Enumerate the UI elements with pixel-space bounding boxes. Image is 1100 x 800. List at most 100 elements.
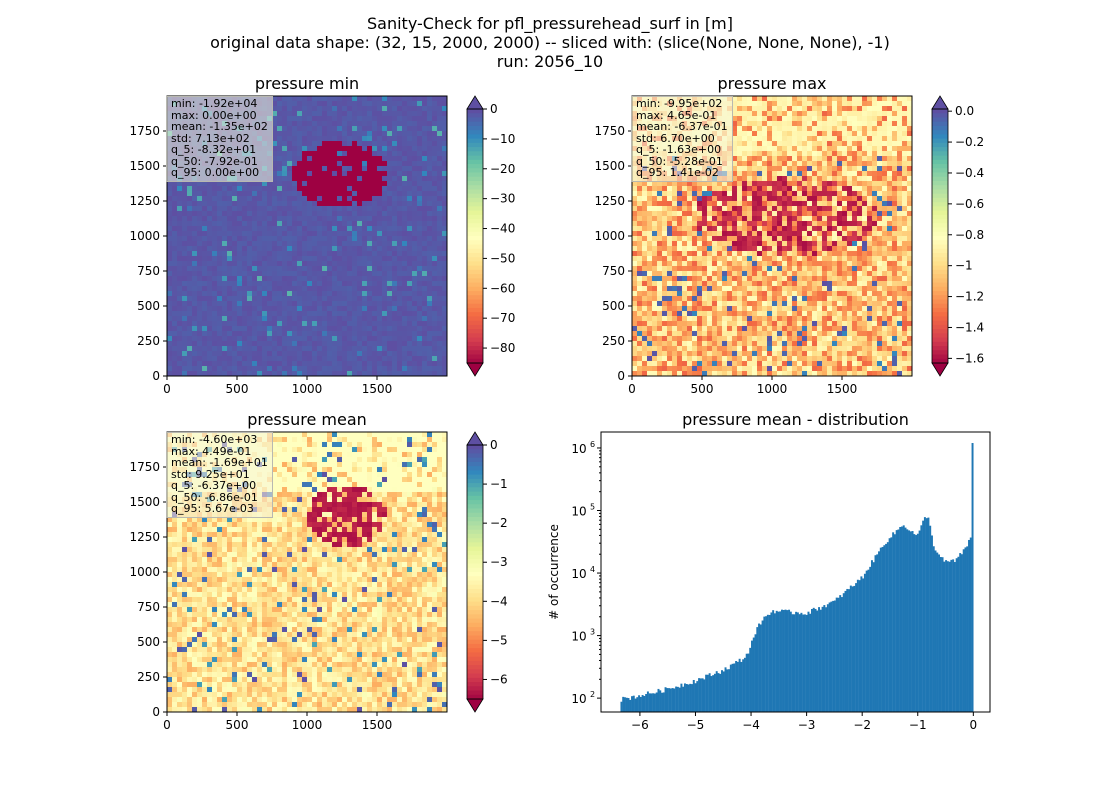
heatmap-cell	[372, 221, 378, 227]
heatmap-cell	[202, 206, 208, 212]
heatmap-cell	[317, 186, 323, 192]
heatmap-cell	[262, 286, 268, 292]
heatmap-cell	[422, 206, 428, 212]
heatmap-cell	[342, 96, 348, 102]
heatmap-cell	[877, 106, 883, 112]
heatmap-cell	[647, 221, 653, 227]
heatmap-cell	[777, 241, 783, 247]
heatmap-cell	[382, 96, 388, 102]
heatmap-cell	[672, 251, 678, 257]
heatmap-cell	[322, 236, 328, 242]
heatmap-cell	[257, 371, 263, 377]
heatmap-cell	[197, 371, 203, 377]
heatmap-cell	[282, 276, 288, 282]
heatmap-cell	[337, 176, 343, 182]
heatmap-cell	[857, 171, 863, 177]
heatmap-cell	[347, 231, 353, 237]
heatmap-cell	[352, 336, 358, 342]
heatmap-cell	[842, 111, 848, 117]
heatmap-cell	[197, 366, 203, 372]
heatmap-cell	[207, 326, 213, 332]
heatmap-cell	[752, 156, 758, 162]
heatmap-cell	[292, 326, 298, 332]
heatmap-cell	[672, 246, 678, 252]
heatmap-cell	[402, 161, 408, 167]
heatmap-cell	[862, 246, 868, 252]
heatmap-cell	[772, 231, 778, 237]
heatmap-cell	[842, 231, 848, 237]
heatmap-cell	[832, 241, 838, 247]
heatmap-cell	[342, 356, 348, 362]
heatmap-cell	[407, 211, 413, 217]
heatmap-cell	[747, 131, 753, 137]
heatmap-cell	[247, 336, 253, 342]
heatmap-cell	[232, 341, 238, 347]
heatmap-cell	[637, 246, 643, 252]
heatmap-cell	[317, 216, 323, 222]
heatmap-cell	[342, 111, 348, 117]
heatmap-cell	[742, 226, 748, 232]
heatmap-cell	[367, 211, 373, 217]
heatmap-cell	[302, 126, 308, 132]
heatmap-cell	[642, 181, 648, 187]
heatmap-cell	[437, 226, 443, 232]
heatmap-cell	[312, 156, 318, 162]
heatmap-cell	[272, 256, 278, 262]
y-tick-label: 500	[137, 299, 160, 313]
heatmap-cell	[417, 341, 423, 347]
heatmap-cell	[352, 206, 358, 212]
heatmap-cell	[772, 136, 778, 142]
heatmap-cell	[337, 281, 343, 287]
heatmap-cell	[332, 356, 338, 362]
heatmap-cell	[207, 236, 213, 242]
y-tick-label: 0	[152, 369, 160, 383]
heatmap-cell	[282, 296, 288, 302]
heatmap-cell	[222, 291, 228, 297]
heatmap-cell	[317, 201, 323, 207]
heatmap-cell	[302, 296, 308, 302]
heatmap-cell	[377, 201, 383, 207]
heatmap-cell	[822, 246, 828, 252]
heatmap-cell	[882, 171, 888, 177]
heatmap-cell	[182, 371, 188, 377]
heatmap-cell	[312, 226, 318, 232]
heatmap-cell	[797, 166, 803, 172]
heatmap-cell	[792, 211, 798, 217]
heatmap-cell	[367, 161, 373, 167]
heatmap-cell	[317, 281, 323, 287]
heatmap-cell	[197, 256, 203, 262]
heatmap-cell	[897, 181, 903, 187]
heatmap-cell	[352, 246, 358, 252]
heatmap-cell	[632, 236, 638, 242]
heatmap-cell	[287, 206, 293, 212]
heatmap-cell	[722, 216, 728, 222]
heatmap-cell	[772, 106, 778, 112]
heatmap-cell	[252, 336, 258, 342]
heatmap-cell	[422, 131, 428, 137]
heatmap-cell	[412, 121, 418, 127]
heatmap-cell	[192, 316, 198, 322]
heatmap-cell	[687, 241, 693, 247]
heatmap-cell	[282, 141, 288, 147]
heatmap-cell	[652, 216, 658, 222]
heatmap-cell	[247, 296, 253, 302]
heatmap-cell	[382, 146, 388, 152]
heatmap-cell	[212, 346, 218, 352]
heatmap-cell	[272, 291, 278, 297]
heatmap-cell	[902, 226, 908, 232]
heatmap-cell	[207, 371, 213, 377]
heatmap-cell	[442, 161, 448, 167]
heatmap-cell	[372, 106, 378, 112]
heatmap-cell	[677, 181, 683, 187]
heatmap-cell	[207, 301, 213, 307]
heatmap-cell	[662, 246, 668, 252]
heatmap-cell	[242, 261, 248, 267]
heatmap-cell	[332, 131, 338, 137]
heatmap-cell	[232, 286, 238, 292]
heatmap-cell	[322, 341, 328, 347]
heatmap-cell	[407, 311, 413, 317]
heatmap-cell	[342, 271, 348, 277]
heatmap-cell	[267, 216, 273, 222]
heatmap-cell	[292, 116, 298, 122]
heatmap-cell	[712, 211, 718, 217]
